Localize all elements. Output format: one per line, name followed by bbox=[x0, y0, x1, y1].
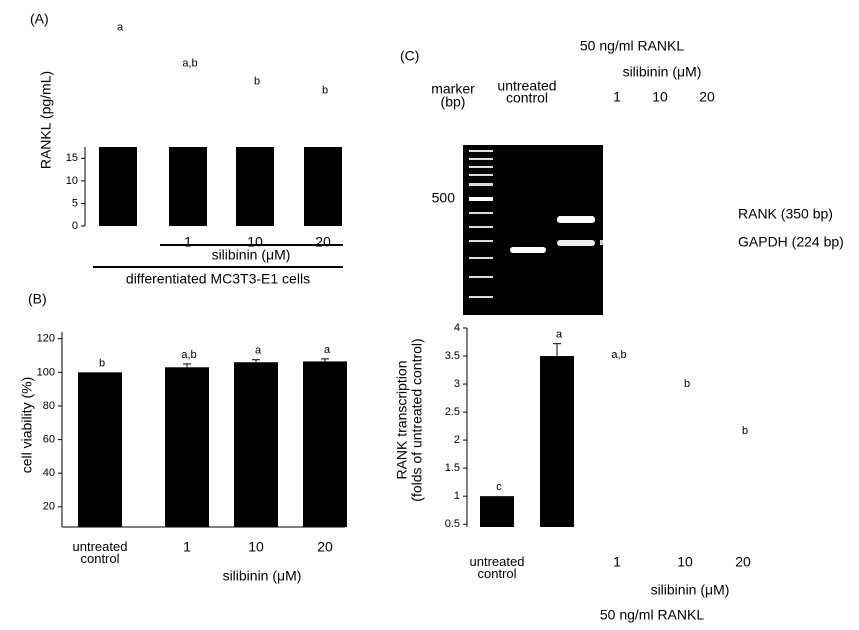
x-axis-label: 50 ng/ml RANKL bbox=[600, 607, 704, 623]
significance-letter: b bbox=[322, 85, 328, 97]
y-tick-label: 15 bbox=[66, 152, 78, 164]
marker-label: (bp) bbox=[441, 94, 466, 110]
marker-label: marker bbox=[431, 81, 475, 97]
x-tick-label: 1 bbox=[613, 554, 621, 570]
gapdh-band bbox=[600, 240, 603, 245]
treatment-label: 50 ng/ml RANKL bbox=[580, 38, 684, 54]
gapdh-band bbox=[557, 240, 595, 246]
panel-label: (A) bbox=[30, 11, 49, 27]
bar bbox=[236, 147, 274, 226]
lane-label: untreated bbox=[497, 78, 556, 94]
bar bbox=[169, 147, 207, 226]
gel-image bbox=[463, 145, 603, 315]
size-label: 500 bbox=[432, 190, 456, 206]
x-tick-label: 20 bbox=[735, 554, 751, 570]
significance-letter: a,b bbox=[182, 57, 197, 69]
x-axis-label: silibinin (μM) bbox=[651, 582, 730, 598]
y-tick-label: 60 bbox=[43, 433, 55, 445]
y-tick-label: 0 bbox=[72, 220, 78, 232]
significance-letter: b bbox=[254, 75, 260, 87]
y-tick-label: 80 bbox=[43, 400, 55, 412]
significance-letter: b bbox=[99, 357, 105, 369]
x-tick-label: untreated control bbox=[469, 556, 525, 581]
y-axis-label: cell viability (%) bbox=[19, 377, 35, 473]
silibinin-label: silibinin (μM) bbox=[623, 64, 702, 80]
x-tick-label: untreated control bbox=[72, 541, 128, 566]
bar bbox=[540, 356, 574, 527]
lane-label: 1 bbox=[613, 89, 621, 105]
bar bbox=[480, 496, 514, 527]
bar bbox=[234, 362, 278, 527]
band-label: GAPDH (224 bp) bbox=[738, 234, 844, 250]
significance-letter: a,b bbox=[611, 349, 626, 361]
marker-bands bbox=[469, 150, 493, 298]
x-tick-label: 10 bbox=[677, 554, 693, 570]
y-tick-label: 3 bbox=[454, 378, 460, 390]
y-axis-label: RANK transcription bbox=[394, 360, 410, 479]
x-tick-label: untreated control bbox=[469, 556, 525, 581]
significance-letter: a bbox=[117, 21, 124, 33]
significance-letter: b bbox=[742, 425, 748, 437]
rank-band bbox=[557, 216, 595, 223]
y-tick-label: 3.5 bbox=[445, 350, 460, 362]
y-tick-label: 20 bbox=[43, 501, 55, 513]
lane-label: control bbox=[506, 90, 548, 106]
x-tick-label: 1 bbox=[183, 539, 191, 555]
y-tick-label: 10 bbox=[66, 175, 78, 187]
group-label: differentiated MC3T3-E1 cells bbox=[126, 271, 310, 287]
y-tick-label: 100 bbox=[37, 366, 55, 378]
lane-label: 10 bbox=[652, 89, 668, 105]
y-tick-label: 40 bbox=[43, 467, 55, 479]
y-tick-label: 2 bbox=[454, 434, 460, 446]
panel-label: (C) bbox=[400, 48, 419, 64]
y-tick-label: 4 bbox=[454, 322, 460, 334]
y-tick-label: 5 bbox=[72, 197, 78, 209]
bar bbox=[99, 147, 137, 226]
x-tick-label: 20 bbox=[315, 234, 331, 250]
significance-letter: a bbox=[556, 329, 563, 341]
y-axis-label: (folds of untreated control) bbox=[409, 338, 425, 501]
significance-letter: a bbox=[324, 344, 331, 356]
y-tick-label: 0.5 bbox=[445, 518, 460, 530]
x-axis-label: silibinin (μM) bbox=[223, 568, 302, 584]
y-tick-label: 120 bbox=[37, 333, 55, 345]
group-label: silibinin (μM) bbox=[212, 247, 291, 263]
x-tick-label: 1 bbox=[184, 234, 192, 250]
significance-letter: a bbox=[255, 345, 262, 357]
bar bbox=[78, 372, 122, 527]
y-tick-label: 1 bbox=[454, 490, 460, 502]
lane-label: 20 bbox=[699, 89, 715, 105]
x-tick-label: untreated control bbox=[72, 541, 128, 566]
y-tick-label: 2.5 bbox=[445, 406, 460, 418]
significance-letter: c bbox=[496, 481, 502, 493]
y-tick-label: 1.5 bbox=[445, 462, 460, 474]
bar bbox=[303, 361, 347, 527]
x-tick-label: 10 bbox=[248, 539, 264, 555]
significance-letter: a,b bbox=[181, 349, 196, 361]
x-tick-label: 20 bbox=[317, 539, 333, 555]
bar bbox=[165, 367, 209, 527]
bar bbox=[304, 147, 342, 226]
gapdh-band bbox=[510, 247, 546, 253]
significance-letter: b bbox=[684, 378, 690, 390]
panel-label: (B) bbox=[28, 291, 47, 307]
y-axis-label: RANKL (pg/mL) bbox=[38, 71, 54, 169]
band-label: RANK (350 bp) bbox=[738, 206, 833, 222]
